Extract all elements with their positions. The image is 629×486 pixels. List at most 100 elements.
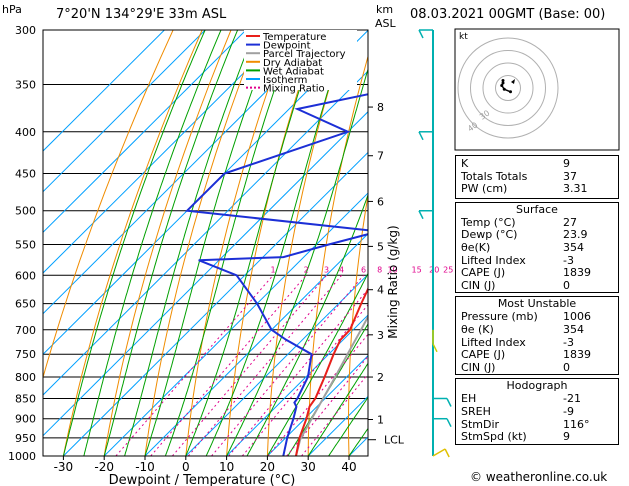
dry-adiabat-line: [226, 30, 319, 456]
km-unit-label: km: [376, 3, 394, 16]
asl-unit-label: ASL: [375, 17, 396, 30]
hodograph-point: [509, 90, 512, 94]
x-tick-label: -30: [54, 460, 74, 474]
pressure-tick-label: 300: [15, 24, 36, 37]
pressure-tick-label: 900: [15, 413, 36, 426]
legend-entry: Temperature: [262, 32, 326, 43]
wind-barb-feather: [418, 131, 424, 141]
diagram-grid: [43, 30, 368, 456]
km-tick-label: 3: [377, 329, 384, 342]
mixing-ratio-label: 3: [324, 265, 329, 274]
pressure-tick-label: 400: [15, 126, 36, 139]
hodograph-unit-label: kt: [459, 32, 468, 42]
isotherm-line: [63, 151, 368, 456]
wet-adiabat-line: [246, 193, 368, 456]
most-unstable-heading: Most Unstable: [497, 297, 577, 311]
dry-adiabat-line: [103, 30, 232, 456]
dry-adiabat-line: [185, 30, 290, 456]
index-row: PW (cm) 3.31: [461, 182, 588, 196]
pressure-tick-label: 500: [15, 205, 36, 218]
isotherm-line: [43, 30, 247, 234]
isotherm-line: [43, 30, 288, 274]
mixing-ratio-label: 2: [304, 265, 309, 274]
isotherm-line: [43, 30, 206, 193]
wet-adiabat-line: [185, 30, 320, 456]
index-box-surface: Surface Temp (°C) 27 Dewp (°C) 23.9 θe(K) 3…: [455, 201, 619, 294]
km-tick-label: 8: [377, 101, 384, 114]
pressure-tick-label: 450: [15, 167, 36, 180]
hodograph-row: EH -21: [461, 392, 581, 406]
hodograph-ring: [470, 50, 546, 126]
wet-adiabat-line: [164, 30, 296, 456]
most-unstable-row: CAPE (J) 1839: [461, 348, 591, 362]
wet-adiabat-line: [124, 30, 256, 456]
index-box-hodograph: Hodograph EH -21 SREH -9 StmDir 116° StmSpd…: [455, 378, 619, 445]
wet-adiabat-line: [266, 272, 368, 456]
mixing-ratio-label: 1: [271, 265, 276, 274]
storm-motion-arrow: [511, 79, 515, 84]
mixing-ratio-label: 10: [387, 265, 397, 274]
pressure-tick-label: 750: [15, 348, 36, 361]
isotherm-line: [185, 273, 368, 456]
isotherm-line: [43, 111, 368, 437]
hodograph-row: StmDir 116°: [461, 417, 590, 431]
hodograph-point: [501, 81, 505, 85]
index-box-most-unstable: Most Unstable Pressure (mb) 1006 θe (K) 35…: [455, 296, 619, 376]
wet-adiabat-line: [328, 396, 368, 456]
most-unstable-row: Lifted Index -3: [461, 335, 574, 349]
index-row: Totals Totals 37: [461, 169, 577, 183]
wind-barb-column: [418, 29, 452, 458]
wind-barb-feather: [446, 398, 452, 407]
wind-barb-feather: [418, 29, 424, 39]
wind-barb-feather: [446, 418, 452, 428]
mixing-ratio-line: [286, 355, 368, 456]
wet-adiabat-line: [103, 30, 239, 456]
pressure-tick-label: 350: [15, 79, 36, 92]
mixing-ratio-label: 4: [339, 265, 344, 274]
legend-entry: Dewpoint: [263, 41, 311, 52]
surface-row: Dewp (°C) 23.9: [461, 228, 588, 242]
surface-heading: Surface: [516, 202, 558, 216]
mixing-ratio-line: [301, 373, 368, 456]
wind-barb-feather: [418, 210, 424, 220]
legend-entry: Mixing Ratio: [263, 84, 325, 95]
x-tick-label: 10: [219, 460, 234, 474]
x-tick-label: -20: [94, 460, 114, 474]
pressure-tick-label: 650: [15, 298, 36, 311]
pressure-tick-label: 700: [15, 324, 36, 337]
mixing-ratio-label: 8: [377, 265, 382, 274]
mixing-ratio-axis-title: Mixing Ratio (g/kg): [386, 225, 400, 338]
mixing-ratio-line: [228, 288, 368, 456]
km-tick-label: 4: [377, 284, 384, 297]
isotherm-line: [43, 30, 328, 315]
surface-row: Temp (°C) 27: [461, 215, 577, 229]
x-axis-title: Dewpoint / Temperature (°C): [109, 473, 296, 486]
most-unstable-row: θe (K) 354: [461, 322, 584, 336]
wet-adiabat-line: [226, 67, 368, 456]
surface-row: CAPE (J) 1839: [461, 266, 591, 280]
diagram-axes: 1 2 3 4 6 8 10 15 20 2510009509008508007507006506…: [8, 24, 453, 486]
dry-adiabat-line: [348, 192, 368, 456]
parcel-trajectory-curve: [295, 314, 368, 456]
legend-entry: Wet Adiabat: [263, 66, 324, 77]
legend-entry: Parcel Trajectory: [263, 49, 346, 60]
x-tick-label: 30: [301, 460, 316, 474]
plot-frame: [42, 29, 369, 457]
x-tick-label: -10: [135, 460, 155, 474]
wet-adiabat-line: [83, 30, 222, 456]
km-tick-label: 2: [377, 371, 384, 384]
hodograph-ring: [495, 75, 521, 101]
hpa-unit-label: hPa: [2, 3, 22, 16]
hodograph-point: [500, 84, 504, 87]
dry-adiabat-line: [144, 30, 261, 456]
isotherm-line: [267, 355, 368, 456]
hodograph-row: SREH -9: [461, 404, 574, 418]
wet-adiabat-line: [62, 30, 206, 456]
wind-barb-feather: [444, 448, 450, 458]
mixing-ratio-line: [241, 303, 368, 456]
km-tick-label: 7: [377, 150, 384, 163]
wet-adiabat-line: [144, 30, 275, 456]
